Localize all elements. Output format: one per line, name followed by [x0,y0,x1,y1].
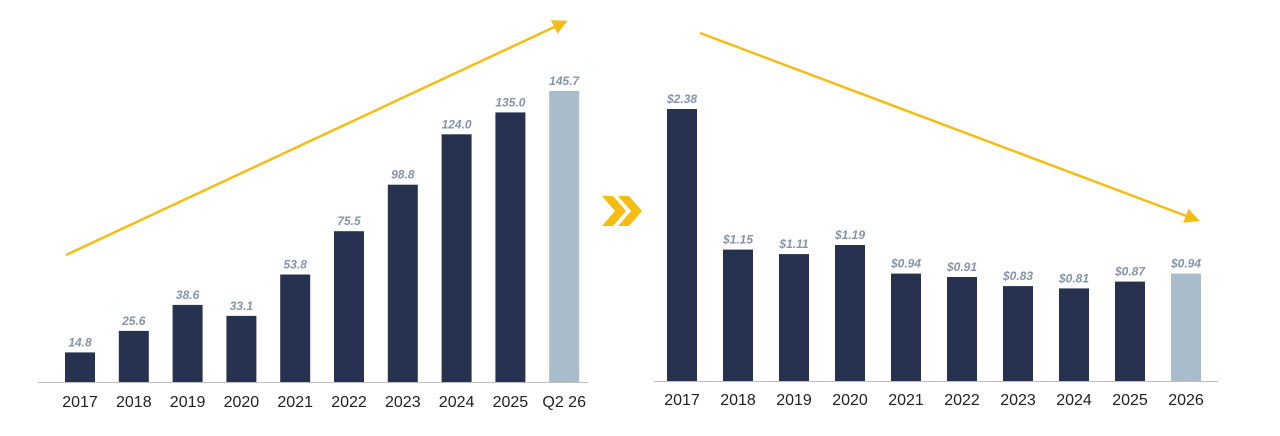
right-bar-2026 [1171,273,1201,381]
right-value-label: $2.38 [666,92,697,106]
right-value-label: $0.94 [1170,257,1201,271]
left-bar-2018 [118,330,149,382]
right-value-label: $0.91 [946,260,977,274]
left-value-label: 38.6 [176,288,200,302]
chart-left: 14.8 25.6 38.6 33.1 53.8 75.5 98.8 124.0 135.0 14… [38,20,588,411]
left-tick-label: 2019 [170,394,206,411]
left-bar-2017 [65,352,95,382]
chart-right: $2.38 $1.15 $1.11 $1.19 $0.94 $0.91 $0.83 $0.81… [654,31,1218,409]
left-value-label: 145.7 [549,74,580,88]
right-tick-label: 2024 [1056,392,1092,409]
left-bar-2019 [172,304,203,382]
right-tick-label-group: 2017 2018 2019 2020 2021 2022 2023 2024 2025 2026 [664,392,1204,409]
right-value-label: $0.94 [890,257,921,271]
left-tick-label: 2024 [439,394,475,411]
right-tick-label: 2017 [664,392,700,409]
right-bar-2022 [947,277,977,381]
left-bar-2021 [280,274,311,382]
right-tick-label: 2019 [776,392,812,409]
left-value-label: 124.0 [442,117,472,131]
chevron-right-double-icon [602,196,642,226]
right-tick-label: 2022 [944,392,980,409]
right-bar-group [667,109,1201,381]
right-bar-2025 [1115,281,1145,381]
right-bar-2020 [835,245,865,381]
left-value-label: 53.8 [284,258,308,272]
right-bar-2019 [779,254,809,381]
right-bar-2018 [723,249,753,381]
left-trend-arrow [65,20,568,257]
left-tick-label: 2017 [62,394,98,411]
left-bar-group [65,91,580,383]
left-tick-label: Q2 26 [542,394,586,411]
right-bar-2023 [1003,286,1033,381]
right-tick-label: 2025 [1112,392,1148,409]
left-bar-2022 [334,231,364,382]
right-value-label: $1.19 [834,228,865,242]
left-tick-label: 2018 [116,394,152,411]
left-value-label: 75.5 [337,214,361,228]
right-tick-label: 2026 [1168,392,1204,409]
left-tick-label: 2025 [493,394,529,411]
left-value-label: 98.8 [391,168,415,182]
right-value-label: $1.11 [778,237,808,251]
right-tick-label: 2021 [888,392,924,409]
right-bar-2017 [667,109,697,381]
right-value-label: $1.15 [722,233,753,247]
left-tick-label: 2021 [277,394,313,411]
left-tick-label-group: 2017 2018 2019 2020 2021 2022 2023 2024 2025 Q2 2… [62,394,586,411]
left-value-label-group: 14.8 25.6 38.6 33.1 53.8 75.5 98.8 124.0 135.0 14… [68,74,580,349]
left-tick-label: 2022 [331,394,367,411]
left-bar-q2-26 [549,91,580,382]
left-value-label: 25.6 [121,314,146,328]
right-bar-2024 [1059,288,1089,381]
left-bar-2020 [226,315,257,382]
right-tick-label: 2023 [1000,392,1036,409]
right-tick-label: 2018 [720,392,756,409]
right-value-label-group: $2.38 $1.15 $1.11 $1.19 $0.94 $0.91 $0.83 $0.81… [666,92,1201,285]
left-value-label: 135.0 [495,95,525,109]
left-tick-label: 2023 [385,394,421,411]
left-value-label: 33.1 [230,299,254,313]
right-value-label: $0.87 [1114,265,1146,279]
left-bar-2023 [387,184,418,382]
right-tick-label: 2020 [832,392,868,409]
right-trend-arrow [699,31,1200,223]
right-value-label: $0.81 [1058,271,1089,285]
left-bar-2024 [441,134,472,382]
left-bar-2025 [495,112,526,383]
left-value-label: 14.8 [68,335,92,349]
right-value-label: $0.83 [1002,269,1033,283]
right-bar-2021 [891,273,921,381]
left-tick-label: 2020 [224,394,260,411]
